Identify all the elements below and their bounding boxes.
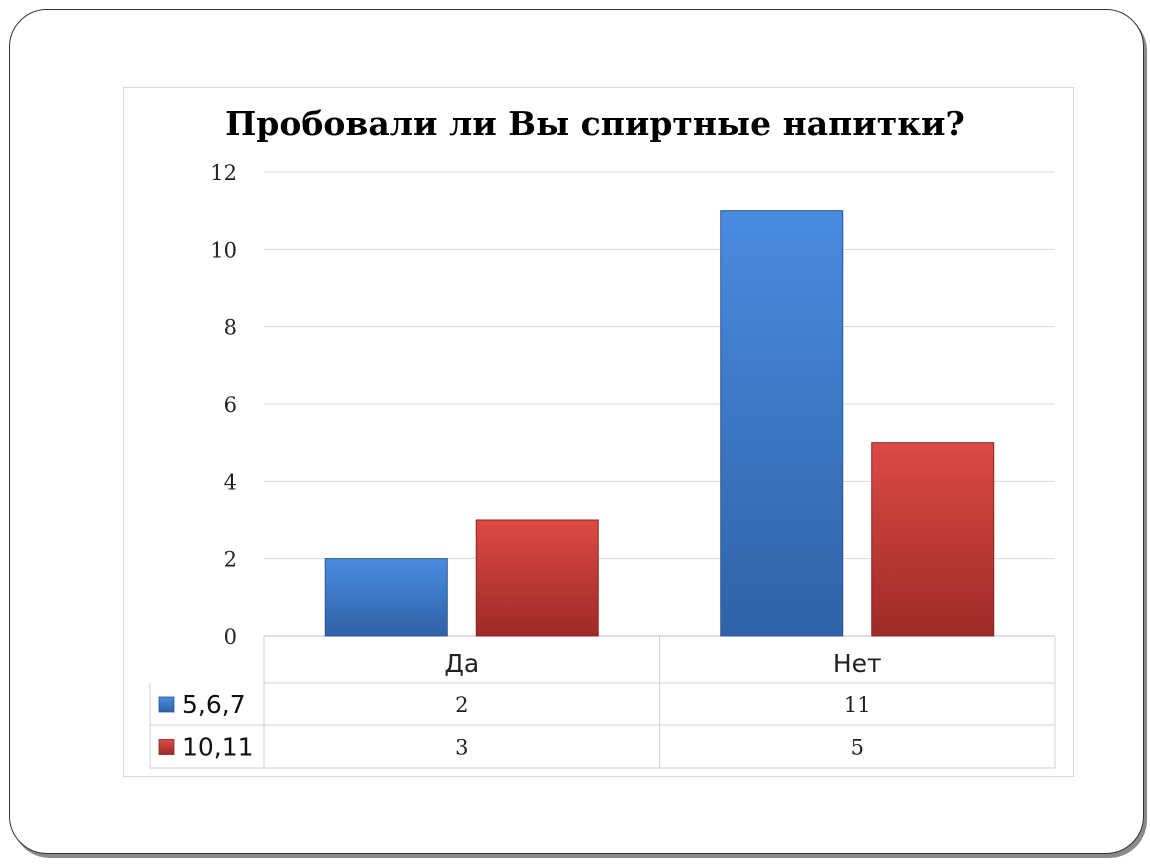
table-cell-value: 5 — [851, 736, 864, 760]
y-tick-label: 4 — [224, 470, 237, 494]
category-label: Да — [444, 649, 479, 678]
y-tick-label: 2 — [224, 548, 237, 572]
table-cell-value: 2 — [455, 693, 468, 717]
y-axis-ticks: 0 2 4 6 8 10 12 — [210, 161, 237, 649]
bar — [475, 519, 599, 637]
chart-title: Пробовали ли Вы спиртные напитки? — [225, 104, 965, 143]
chart-area — [123, 87, 1074, 777]
data-table: Да Нет 5,6,7 2 11 10,11 3 5 — [149, 636, 1056, 769]
y-tick-label: 10 — [210, 238, 237, 262]
table-cell-value: 3 — [455, 736, 468, 760]
bar — [871, 442, 995, 637]
bar — [324, 558, 448, 637]
series-label: 5,6,7 — [182, 690, 246, 719]
bars — [324, 210, 995, 637]
y-tick-label: 6 — [224, 393, 237, 417]
bar — [720, 210, 844, 637]
table-cell-value: 11 — [844, 693, 871, 717]
legend-key — [158, 696, 175, 713]
y-tick-label: 12 — [210, 161, 237, 185]
category-label: Нет — [833, 649, 882, 678]
legend-key — [158, 739, 175, 755]
y-tick-label: 8 — [224, 316, 237, 340]
series-label: 10,11 — [182, 733, 254, 762]
y-tick-label: 0 — [224, 625, 237, 649]
